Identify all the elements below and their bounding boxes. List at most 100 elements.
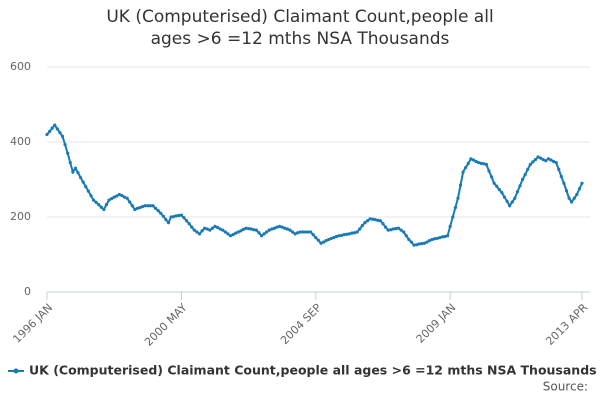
point [337,234,341,238]
point [306,230,310,234]
point [262,232,266,236]
point [482,162,486,166]
point [425,240,429,244]
point [130,204,134,208]
point [148,204,152,208]
point [324,239,328,243]
point [60,134,65,138]
point [567,196,571,200]
point [471,158,476,162]
point [549,158,553,162]
point [213,224,217,228]
point [420,242,424,246]
point [112,195,116,199]
point [78,176,83,180]
point [73,166,78,170]
point [414,243,419,247]
point [557,167,561,171]
point [363,221,367,225]
point [520,177,525,182]
source-label: Source: [543,380,588,394]
point [371,217,375,221]
point [210,226,215,230]
point [301,230,305,234]
point [564,189,569,193]
point [477,161,481,165]
point [244,226,248,230]
point [352,231,357,235]
point [461,170,465,174]
point [190,225,194,229]
point [355,230,359,234]
point [241,227,246,231]
point [172,215,176,219]
point [133,207,137,212]
point [365,219,370,223]
point [81,180,85,184]
point [376,218,380,222]
point [231,233,235,237]
point [249,227,253,231]
point [479,161,483,165]
point [500,191,504,195]
point [422,241,426,245]
point [580,181,584,185]
point [327,237,331,242]
point [221,228,225,232]
point [533,158,538,162]
point [218,227,222,231]
point [389,228,393,232]
point [50,126,54,130]
point [438,236,442,240]
point [215,225,220,230]
point [169,215,173,219]
point [234,231,238,235]
point [319,241,323,245]
y-tick-label: 0 [24,285,31,298]
point [293,232,297,236]
point [91,198,96,202]
point [456,196,460,200]
point [448,224,452,228]
point [484,162,488,167]
point [451,215,455,219]
point [84,185,88,189]
point [391,227,395,231]
point [489,175,494,179]
y-tick-label: 600 [10,60,31,73]
legend-label: UK (Computerised) Claimant Count,people … [29,363,597,378]
point [115,194,119,198]
point [55,127,59,131]
point [303,230,308,234]
point [528,162,532,167]
point [97,203,101,207]
point [89,194,93,198]
point [205,227,209,231]
point [141,204,145,209]
point [554,161,558,165]
point [314,236,318,240]
point [495,184,499,188]
point [187,222,191,226]
point [63,143,67,147]
point [487,169,491,173]
point [399,228,403,232]
point [296,231,300,235]
legend-item: UK (Computerised) Claimant Count,people … [8,363,597,378]
point [321,240,326,244]
point [570,200,574,204]
point [135,206,140,210]
x-tick-label: 2000 MAY [142,301,190,349]
point [270,227,274,231]
point [153,206,158,210]
point [466,161,470,165]
point [223,230,227,234]
point [267,228,271,232]
y-tick-label: 200 [10,210,31,223]
point [417,242,421,246]
point [246,227,251,231]
point [278,224,282,228]
point [45,132,49,137]
